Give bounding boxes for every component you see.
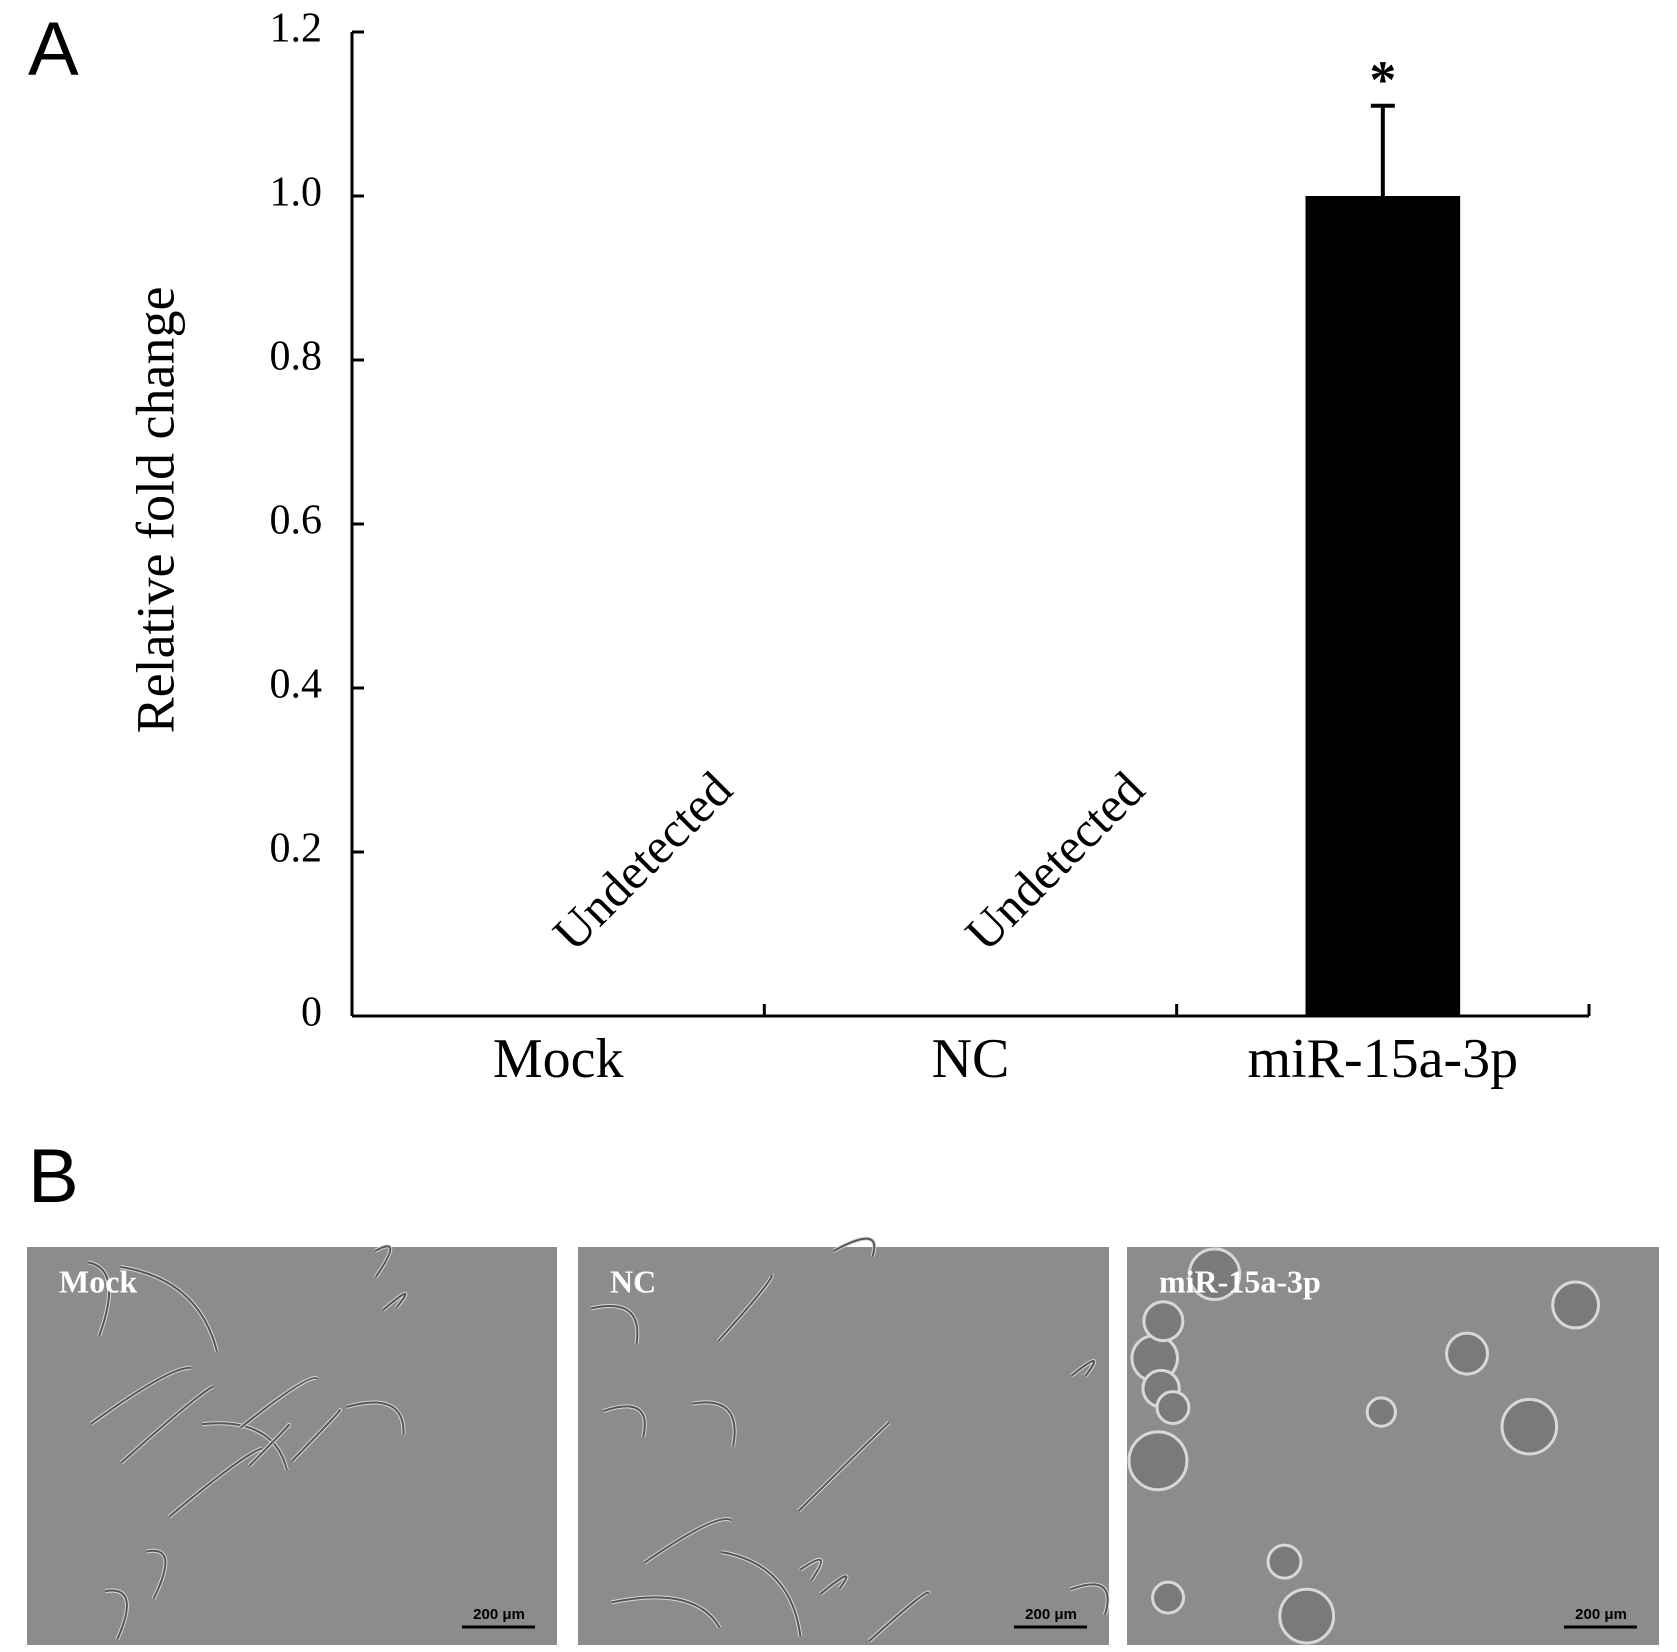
cell [374,1245,392,1279]
cell [819,1575,848,1595]
scale-bar-label: 200 μm [1025,1606,1077,1623]
cell [798,1421,890,1512]
cell [1365,1396,1397,1428]
panel-label: A [28,7,79,92]
cell [1155,1390,1191,1426]
image-label: NC [610,1263,656,1299]
cell [590,1304,639,1345]
cell [202,1422,288,1471]
cell [602,1405,646,1438]
cell [1069,1583,1109,1615]
y-tick-label: 0.2 [270,826,323,872]
cell [1266,1543,1303,1580]
cell [1151,1580,1186,1615]
cell [346,1401,405,1435]
y-tick-label: 0.4 [270,662,323,708]
y-axis-label: Relative fold change [125,287,185,734]
cell [1278,1587,1336,1645]
cell [1127,1430,1189,1492]
y-tick-label: 0.6 [270,498,323,544]
cell [168,1447,263,1518]
cell [105,1589,128,1640]
y-tick-label: 1.2 [270,6,323,52]
x-tick-label: miR-15a-3p [1248,1028,1519,1090]
cell [90,1366,192,1425]
cell [120,1265,218,1352]
scale-bar-label: 200 μm [1575,1606,1627,1623]
cell [1070,1359,1096,1377]
cell [868,1591,930,1642]
cell [146,1549,167,1600]
image-label: Mock [59,1263,137,1299]
cell [692,1401,736,1447]
cell [643,1518,733,1564]
cell [1142,1300,1185,1343]
cell [833,1237,876,1257]
cell [87,1261,111,1337]
cell [721,1551,802,1637]
cell [799,1558,823,1582]
cell [610,1596,721,1629]
cell [1445,1331,1490,1376]
cell [1551,1280,1600,1330]
panel-label: B [28,1134,79,1219]
cell [120,1385,214,1464]
significance: * [1369,50,1396,110]
bar [1305,196,1461,1016]
annotation: Undetected [954,761,1155,962]
micrographs: Mock 200 μm NC 200 μm miR-15a-3p 200 μm [27,1236,1659,1645]
micrograph [27,1247,557,1645]
image-label: miR-15a-3p [1159,1263,1321,1299]
cell [248,1423,290,1467]
x-tick-label: NC [932,1028,1010,1090]
x-tick-label: Mock [493,1028,624,1090]
cell [240,1377,318,1429]
y-tick-label: 0.8 [270,334,323,380]
y-tick-label: 1.0 [270,170,323,216]
cell [1500,1397,1559,1456]
cell [291,1409,342,1462]
cell [1187,1247,1242,1301]
annotation: Undetected [542,761,743,962]
cell [717,1273,773,1342]
cell [382,1292,407,1311]
y-tick-label: 0 [301,990,322,1036]
scale-bar-label: 200 μm [473,1606,525,1623]
